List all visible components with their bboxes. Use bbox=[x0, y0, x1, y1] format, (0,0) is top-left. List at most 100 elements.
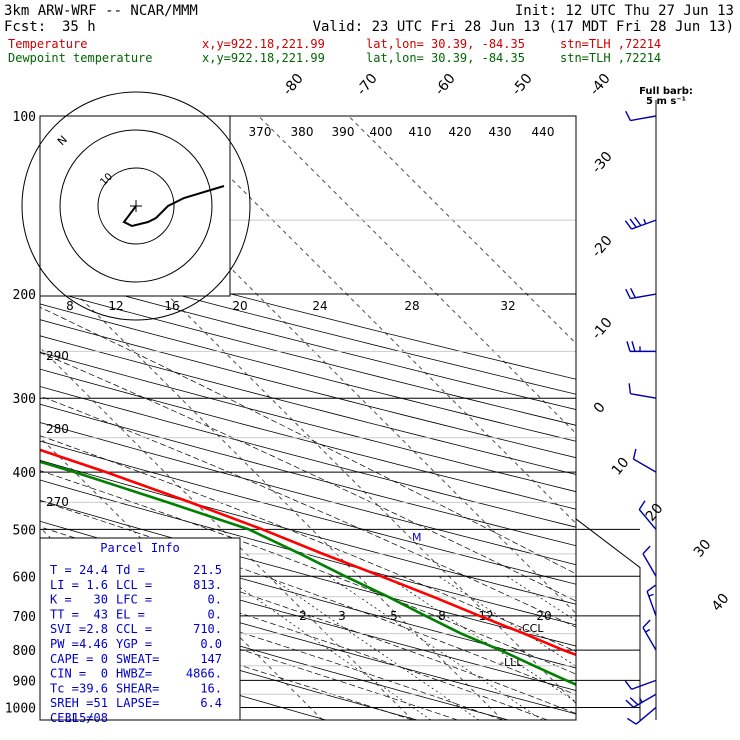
barb-key-units: 5 m s⁻¹ bbox=[646, 96, 686, 107]
moist-adiabat bbox=[40, 500, 576, 696]
parcel-field: 43 bbox=[94, 607, 108, 621]
dry-adiabat bbox=[40, 288, 576, 426]
parcel-field: CELL = bbox=[50, 711, 93, 725]
parcel-field: SWEAT= bbox=[116, 652, 159, 666]
mixing-ratio-label: 3 bbox=[338, 609, 346, 623]
isotherm-label: -20 bbox=[589, 233, 616, 261]
isotherm-label: -30 bbox=[589, 149, 616, 177]
isotherm-label: -60 bbox=[432, 71, 459, 99]
isotherm-line bbox=[258, 116, 576, 435]
wind-barb-flag bbox=[629, 697, 639, 706]
parcel-info-box: Parcel Info T = 24.4 Td = 21.5 LI = 1.6 LCL = 8… bbox=[39, 537, 241, 725]
hodo-speed-label: 28 bbox=[404, 299, 419, 313]
theta-label: 430 bbox=[489, 125, 512, 139]
temp-latlon: lat,lon= 30.39, -84.35 bbox=[366, 37, 525, 51]
parcel-field: 51 bbox=[94, 696, 108, 710]
mixing-ratio-line bbox=[506, 576, 576, 622]
parcel-field: TT = bbox=[50, 607, 79, 621]
legend-temperature: Temperature bbox=[8, 37, 87, 51]
barb-key-title: Full barb: bbox=[639, 86, 693, 97]
mixing-ratio-line bbox=[269, 576, 480, 720]
parcel-field: 16. bbox=[200, 681, 222, 695]
theta-label: 380 bbox=[291, 125, 314, 139]
dry-adiabat bbox=[40, 479, 576, 626]
hodo-ring bbox=[59, 129, 213, 283]
wind-barb-flag bbox=[632, 448, 637, 460]
hodo-speed-label: 24 bbox=[312, 299, 327, 313]
wind-barb-flag bbox=[624, 220, 633, 230]
isotherm-label: 30 bbox=[691, 537, 715, 561]
dry-adiabat bbox=[40, 335, 576, 475]
dry-adiabat bbox=[40, 440, 576, 585]
parcel-field: SREH = bbox=[50, 696, 93, 710]
moist-adiabat bbox=[40, 586, 458, 720]
hodo-speed-label: 20 bbox=[232, 299, 247, 313]
moist-adiabat bbox=[40, 395, 576, 628]
theta-label: 420 bbox=[449, 125, 472, 139]
theta-label-lower: 280 bbox=[46, 422, 69, 436]
parcel-field: PW = bbox=[50, 637, 79, 651]
isotherm-label: -50 bbox=[509, 71, 536, 99]
parcel-field: 30 bbox=[94, 593, 108, 607]
isotherm-label: -70 bbox=[354, 71, 381, 99]
parcel-field: 813. bbox=[193, 578, 222, 592]
pressure-label: 300 bbox=[13, 392, 36, 407]
isotherm-label: 20 bbox=[643, 501, 667, 525]
dew-latlon: lat,lon= 30.39, -84.35 bbox=[366, 51, 525, 65]
dew-station: stn=TLH ,72214 bbox=[560, 51, 661, 65]
parcel-field: CIN = bbox=[50, 667, 86, 681]
mixing-ratio-label: 20 bbox=[536, 609, 551, 623]
isotherm-label: 0 bbox=[591, 399, 609, 416]
barb-column-edge bbox=[575, 518, 641, 720]
wind-barb-staff bbox=[630, 392, 657, 399]
wind-barbs bbox=[624, 110, 657, 725]
theta-label: 440 bbox=[532, 125, 555, 139]
parcel-field: 4866. bbox=[186, 667, 222, 681]
isotherm-label: -10 bbox=[589, 315, 616, 343]
parcel-field: CAPE = bbox=[50, 652, 93, 666]
fcst-value: 35 h bbox=[62, 19, 96, 35]
isotherm-line bbox=[40, 166, 576, 705]
moist-adiabat bbox=[40, 352, 576, 602]
parcel-field: SVI = bbox=[50, 622, 86, 636]
parcel-field: 710. bbox=[193, 622, 222, 636]
isotherm-line bbox=[40, 346, 413, 720]
wind-barb-staff bbox=[642, 553, 657, 577]
parcel-field: 0 bbox=[101, 652, 108, 666]
wind-barb-half bbox=[645, 628, 651, 633]
parcel-field: 6.4 bbox=[200, 696, 222, 710]
wind-barb-half bbox=[648, 593, 654, 597]
wind-barb-flag bbox=[626, 341, 631, 352]
parcel-field: K = bbox=[50, 593, 72, 607]
dry-adiabat bbox=[40, 499, 576, 647]
dry-adiabat bbox=[40, 303, 576, 442]
parcel-rows: T = 24.4 Td = 21.5 LI = 1.6 LCL = 813. K = 30 LFC … bbox=[50, 563, 222, 725]
wind-barb-flag bbox=[638, 500, 646, 510]
parcel-field: 4.46 bbox=[79, 637, 108, 651]
isotherm-line bbox=[78, 116, 576, 615]
parcel-field: 0. bbox=[208, 593, 222, 607]
wind-barb-flag bbox=[630, 288, 636, 299]
plot-frame bbox=[39, 115, 577, 721]
dewpoint-profile bbox=[40, 460, 576, 686]
wind-barb-flag bbox=[629, 218, 637, 228]
valid-time: Valid: 23 UTC Fri 28 Jun 13 (17 MDT Fri … bbox=[313, 19, 734, 35]
parcel-box-frame bbox=[39, 537, 241, 721]
theta-label-lower: 290 bbox=[46, 349, 69, 363]
profiles bbox=[40, 448, 576, 686]
hodograph-trace bbox=[122, 185, 225, 228]
mixing-ratio-line bbox=[386, 576, 576, 703]
mixing-ratio-line bbox=[328, 576, 543, 720]
pressure-label: 800 bbox=[13, 644, 36, 659]
parcel-field: 39.6 bbox=[79, 681, 108, 695]
parcel-field: YGP = bbox=[116, 637, 152, 651]
wind-barb-flag bbox=[631, 341, 636, 352]
dry-adiabat bbox=[40, 587, 509, 720]
pressure-label: 700 bbox=[13, 610, 36, 625]
level-label-cl: -CCL bbox=[518, 622, 544, 635]
parcel-field: 21.5 bbox=[193, 563, 222, 577]
wind-barb-staff bbox=[638, 509, 657, 530]
parcel-title: Parcel Info bbox=[100, 541, 179, 555]
hodo-ring bbox=[21, 91, 251, 321]
